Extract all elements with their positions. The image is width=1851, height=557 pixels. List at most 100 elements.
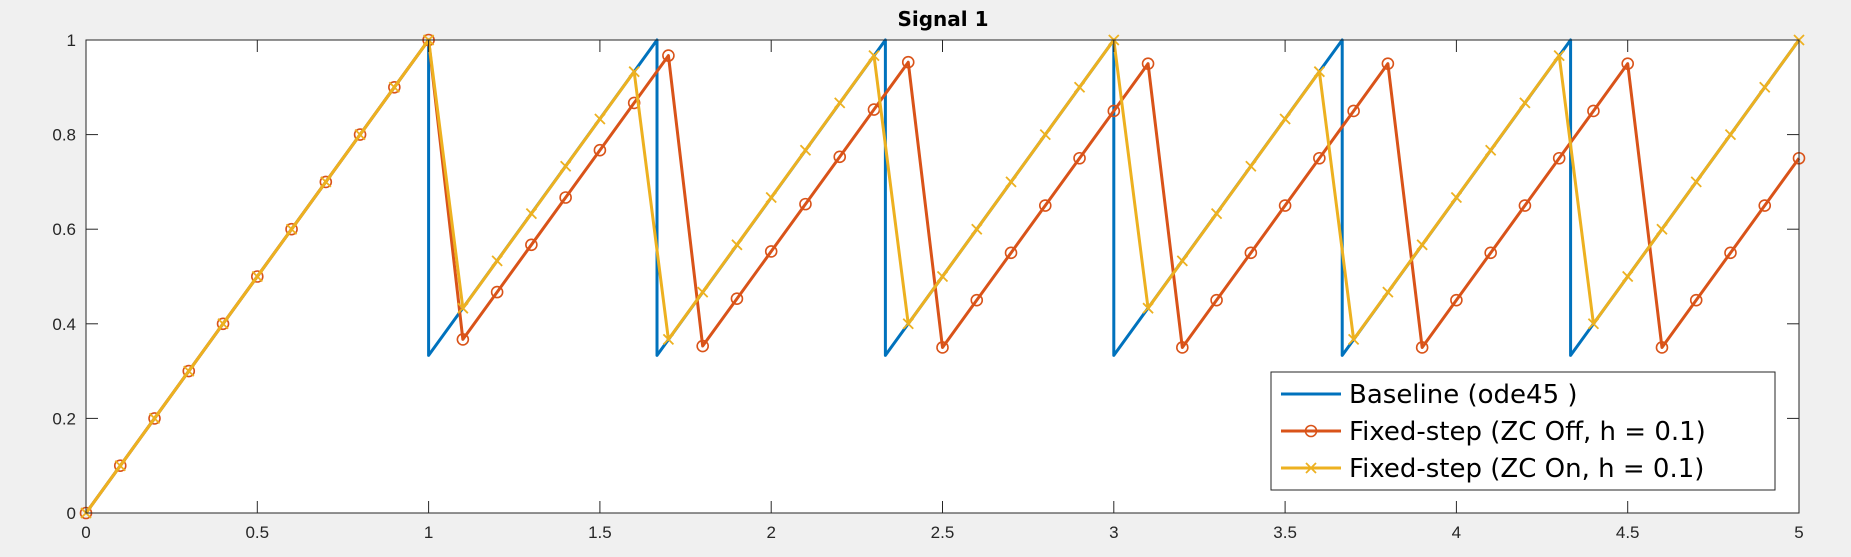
y-tick-label: 1 bbox=[67, 31, 76, 50]
series-3-point-stroke bbox=[217, 318, 229, 330]
series-2-point bbox=[1381, 57, 1395, 70]
series-3-point bbox=[1382, 286, 1394, 298]
series-3-point bbox=[1519, 97, 1531, 109]
series-3-point bbox=[183, 365, 195, 377]
series-3-point-stroke bbox=[1382, 286, 1394, 298]
series-2-point bbox=[730, 292, 744, 306]
series-2-point bbox=[1655, 341, 1669, 354]
series-3-point bbox=[1279, 113, 1291, 125]
series-3-point bbox=[868, 49, 880, 62]
series-3-point bbox=[1005, 176, 1017, 188]
series-3-point-stroke bbox=[936, 270, 949, 283]
y-tick-label: 0.6 bbox=[52, 220, 76, 239]
series-3-point bbox=[560, 160, 572, 172]
series-2-point bbox=[525, 238, 538, 252]
x-tick-label: 0 bbox=[81, 523, 90, 542]
y-tick-label: 0.2 bbox=[52, 409, 76, 428]
series-3-point-stroke bbox=[491, 255, 503, 267]
series-3-point bbox=[1656, 223, 1668, 235]
series-2-point bbox=[593, 143, 607, 157]
x-tick-label: 1 bbox=[424, 523, 433, 542]
series-2-point bbox=[388, 81, 401, 94]
series-2-point bbox=[1724, 246, 1737, 260]
legend-box bbox=[1270, 371, 1776, 491]
series-2-point bbox=[250, 270, 264, 283]
series-layer bbox=[79, 33, 1806, 520]
series-2-point bbox=[1450, 293, 1463, 307]
series-3-point bbox=[320, 176, 332, 188]
x-tick-label: 1.5 bbox=[588, 523, 612, 542]
series-3-point-stroke bbox=[251, 270, 263, 283]
series-3-point bbox=[354, 128, 366, 141]
series-2-point bbox=[1415, 341, 1429, 354]
series-3-point-stroke bbox=[354, 128, 366, 141]
ticks-layer: 0 0.5 1 1.5 2 2.5 3 3.5 4 4.5 5 0 0.2 0.4 0.6 0.8 1 bbox=[52, 31, 1803, 542]
series-2-point bbox=[456, 333, 470, 346]
series-2-point bbox=[970, 293, 984, 307]
series-2-point bbox=[764, 245, 778, 258]
series-3-point-stroke bbox=[1005, 176, 1017, 188]
chart-title: Signal 1 bbox=[897, 7, 988, 31]
series-2-point bbox=[1484, 246, 1497, 260]
series-3-point-stroke bbox=[1485, 144, 1497, 156]
legend-marker bbox=[1304, 424, 1318, 438]
legend-label: Fixed-step (ZC On, h = 0.1) bbox=[1349, 454, 1704, 484]
series-2-point bbox=[799, 197, 812, 211]
series-3-point bbox=[799, 144, 812, 156]
series-3-point-stroke bbox=[1347, 333, 1360, 346]
series-2-point bbox=[319, 175, 333, 189]
series-3-point bbox=[765, 191, 777, 204]
series-3-point bbox=[1245, 160, 1257, 172]
series-3-point bbox=[1724, 128, 1737, 141]
series-3-point-stroke bbox=[560, 160, 572, 172]
series-2-point bbox=[1176, 341, 1189, 354]
legend: Baseline (ode45 ) Fixed-step (ZC Off, h =… bbox=[1270, 371, 1776, 491]
x-tick-label: 3 bbox=[1109, 523, 1118, 542]
series-3-point-stroke bbox=[1519, 97, 1531, 109]
series-2-point bbox=[901, 55, 915, 69]
series-2-point bbox=[936, 341, 949, 354]
series-3-point bbox=[1313, 66, 1325, 78]
series-3-point-stroke bbox=[388, 81, 400, 93]
series-3-point-stroke bbox=[1245, 160, 1257, 172]
series-2-point bbox=[1689, 293, 1703, 307]
series-3-point-stroke bbox=[183, 365, 195, 377]
series-3-point-stroke bbox=[525, 207, 538, 220]
series-2-point bbox=[1552, 151, 1566, 165]
series-2-point bbox=[182, 364, 196, 378]
series-3-point bbox=[1759, 81, 1771, 93]
legend-marker-stroke bbox=[1305, 462, 1317, 474]
series-3-point-stroke bbox=[1142, 302, 1154, 314]
series-2-point bbox=[353, 128, 367, 141]
series-3-point-stroke bbox=[902, 318, 914, 330]
series-3-point-stroke bbox=[1210, 207, 1223, 220]
x-tick-label: 2.5 bbox=[931, 523, 955, 542]
series-3-point bbox=[1210, 207, 1223, 220]
series-2-point bbox=[113, 459, 127, 473]
series-2-point bbox=[1278, 199, 1292, 212]
series-3-point bbox=[834, 97, 846, 109]
series-2-point bbox=[662, 49, 675, 62]
series-3-point bbox=[1176, 255, 1188, 267]
series-2-point bbox=[833, 150, 847, 164]
legend-marker bbox=[1305, 462, 1317, 474]
x-tick-label: 5 bbox=[1794, 523, 1803, 542]
series-2-point bbox=[1758, 199, 1772, 212]
series-3-point-stroke bbox=[834, 97, 846, 109]
series-3-point-stroke bbox=[1313, 66, 1325, 78]
series-3-point bbox=[217, 318, 229, 330]
legend-item-1: Baseline (ode45 ) bbox=[1281, 380, 1578, 410]
series-3-point-stroke bbox=[1759, 81, 1771, 93]
series-2-point bbox=[1004, 246, 1018, 260]
x-tick-label: 3.5 bbox=[1273, 523, 1297, 542]
series-3-point bbox=[1553, 49, 1565, 62]
y-tick-label: 0 bbox=[67, 504, 76, 523]
x-tick-label: 4.5 bbox=[1616, 523, 1640, 542]
x-tick-label: 4 bbox=[1452, 523, 1461, 542]
series-3-point-stroke bbox=[1553, 49, 1565, 62]
series-3-point-stroke bbox=[1279, 113, 1291, 125]
series-3-point bbox=[491, 255, 503, 267]
series-3-point-stroke bbox=[1450, 191, 1463, 204]
series-3-point bbox=[902, 318, 914, 330]
